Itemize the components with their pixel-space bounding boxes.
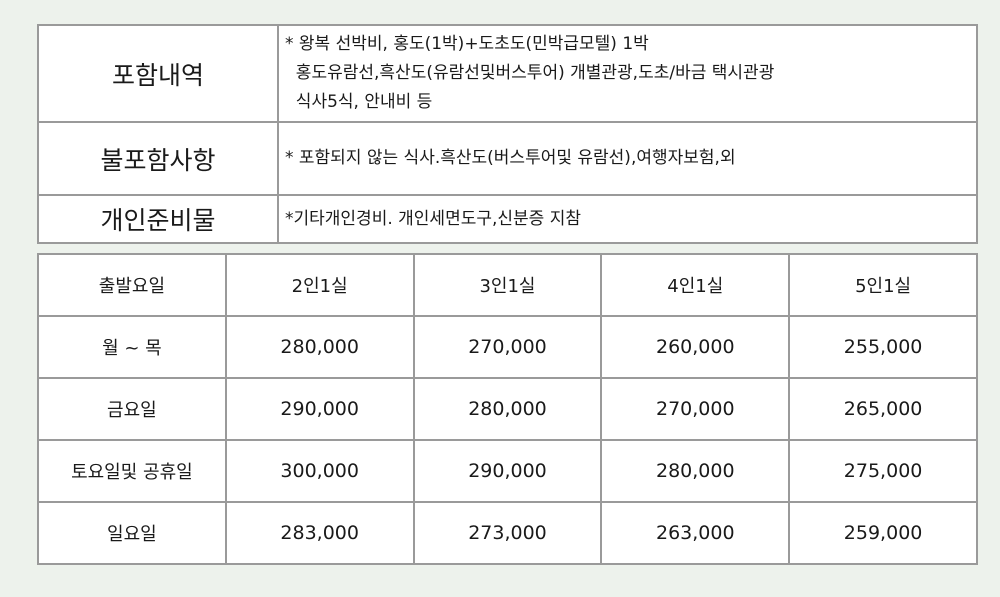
tour-info-table: 포함내역 * 왕복 선박비, 홍도(1박)+도초도(민박급모텔) 1박 홍도유람… [37,24,978,244]
included-row: 포함내역 * 왕복 선박비, 홍도(1박)+도초도(민박급모텔) 1박 홍도유람… [37,24,978,123]
excluded-line: * 포함되지 않는 식사.흑산도(버스투어및 유람선),여행자보험,외 [285,148,736,168]
price-cell: 280,000 [600,439,791,503]
price-cell: 255,000 [788,315,978,379]
table-row: 토요일및 공휴일 300,000 290,000 280,000 275,000 [37,439,978,503]
price-cell: 260,000 [600,315,791,379]
price-cell: 300,000 [224,439,415,503]
price-cell: 283,000 [224,501,415,565]
prepare-content: *기타개인경비. 개인세면도구,신분증 지참 [277,194,978,244]
prepare-label: 개인준비물 [37,194,279,244]
included-label: 포함내역 [37,24,279,123]
prepare-row: 개인준비물 *기타개인경비. 개인세면도구,신분증 지참 [37,194,978,244]
price-cell: 273,000 [412,501,603,565]
price-table: 출발요일 2인1실 3인1실 4인1실 5인1실 월 ~ 목 280,000 2… [37,253,978,565]
included-line: 홍도유람선,흑산도(유람선및버스투어) 개별관광,도초/바금 택시관광 [285,63,775,83]
price-cell: 290,000 [412,439,603,503]
departure-day-cell: 토요일및 공휴일 [37,439,227,503]
header-5-per-room: 5인1실 [788,253,978,317]
price-cell: 270,000 [600,377,791,441]
table-row: 월 ~ 목 280,000 270,000 260,000 255,000 [37,315,978,379]
included-line: * 왕복 선박비, 홍도(1박)+도초도(민박급모텔) 1박 [285,34,649,54]
price-cell: 290,000 [224,377,415,441]
departure-day-cell: 금요일 [37,377,227,441]
departure-day-cell: 일요일 [37,501,227,565]
price-cell: 259,000 [788,501,978,565]
included-line: 식사5식, 안내비 등 [285,92,433,112]
header-departure-day: 출발요일 [37,253,227,317]
price-cell: 263,000 [600,501,791,565]
departure-day-cell: 월 ~ 목 [37,315,227,379]
price-cell: 280,000 [412,377,603,441]
price-cell: 275,000 [788,439,978,503]
price-cell: 280,000 [224,315,415,379]
excluded-row: 불포함사항 * 포함되지 않는 식사.흑산도(버스투어및 유람선),여행자보험,… [37,121,978,196]
table-row: 일요일 283,000 273,000 263,000 259,000 [37,501,978,565]
included-content: * 왕복 선박비, 홍도(1박)+도초도(민박급모텔) 1박 홍도유람선,흑산도… [277,24,978,123]
price-cell: 265,000 [788,377,978,441]
header-3-per-room: 3인1실 [412,253,603,317]
header-4-per-room: 4인1실 [600,253,791,317]
prepare-line: *기타개인경비. 개인세면도구,신분증 지참 [285,208,581,229]
table-row: 금요일 290,000 280,000 270,000 265,000 [37,377,978,441]
header-2-per-room: 2인1실 [224,253,415,317]
price-cell: 270,000 [412,315,603,379]
price-header-row: 출발요일 2인1실 3인1실 4인1실 5인1실 [37,253,978,317]
excluded-content: * 포함되지 않는 식사.흑산도(버스투어및 유람선),여행자보험,외 [277,121,978,196]
excluded-label: 불포함사항 [37,121,279,196]
